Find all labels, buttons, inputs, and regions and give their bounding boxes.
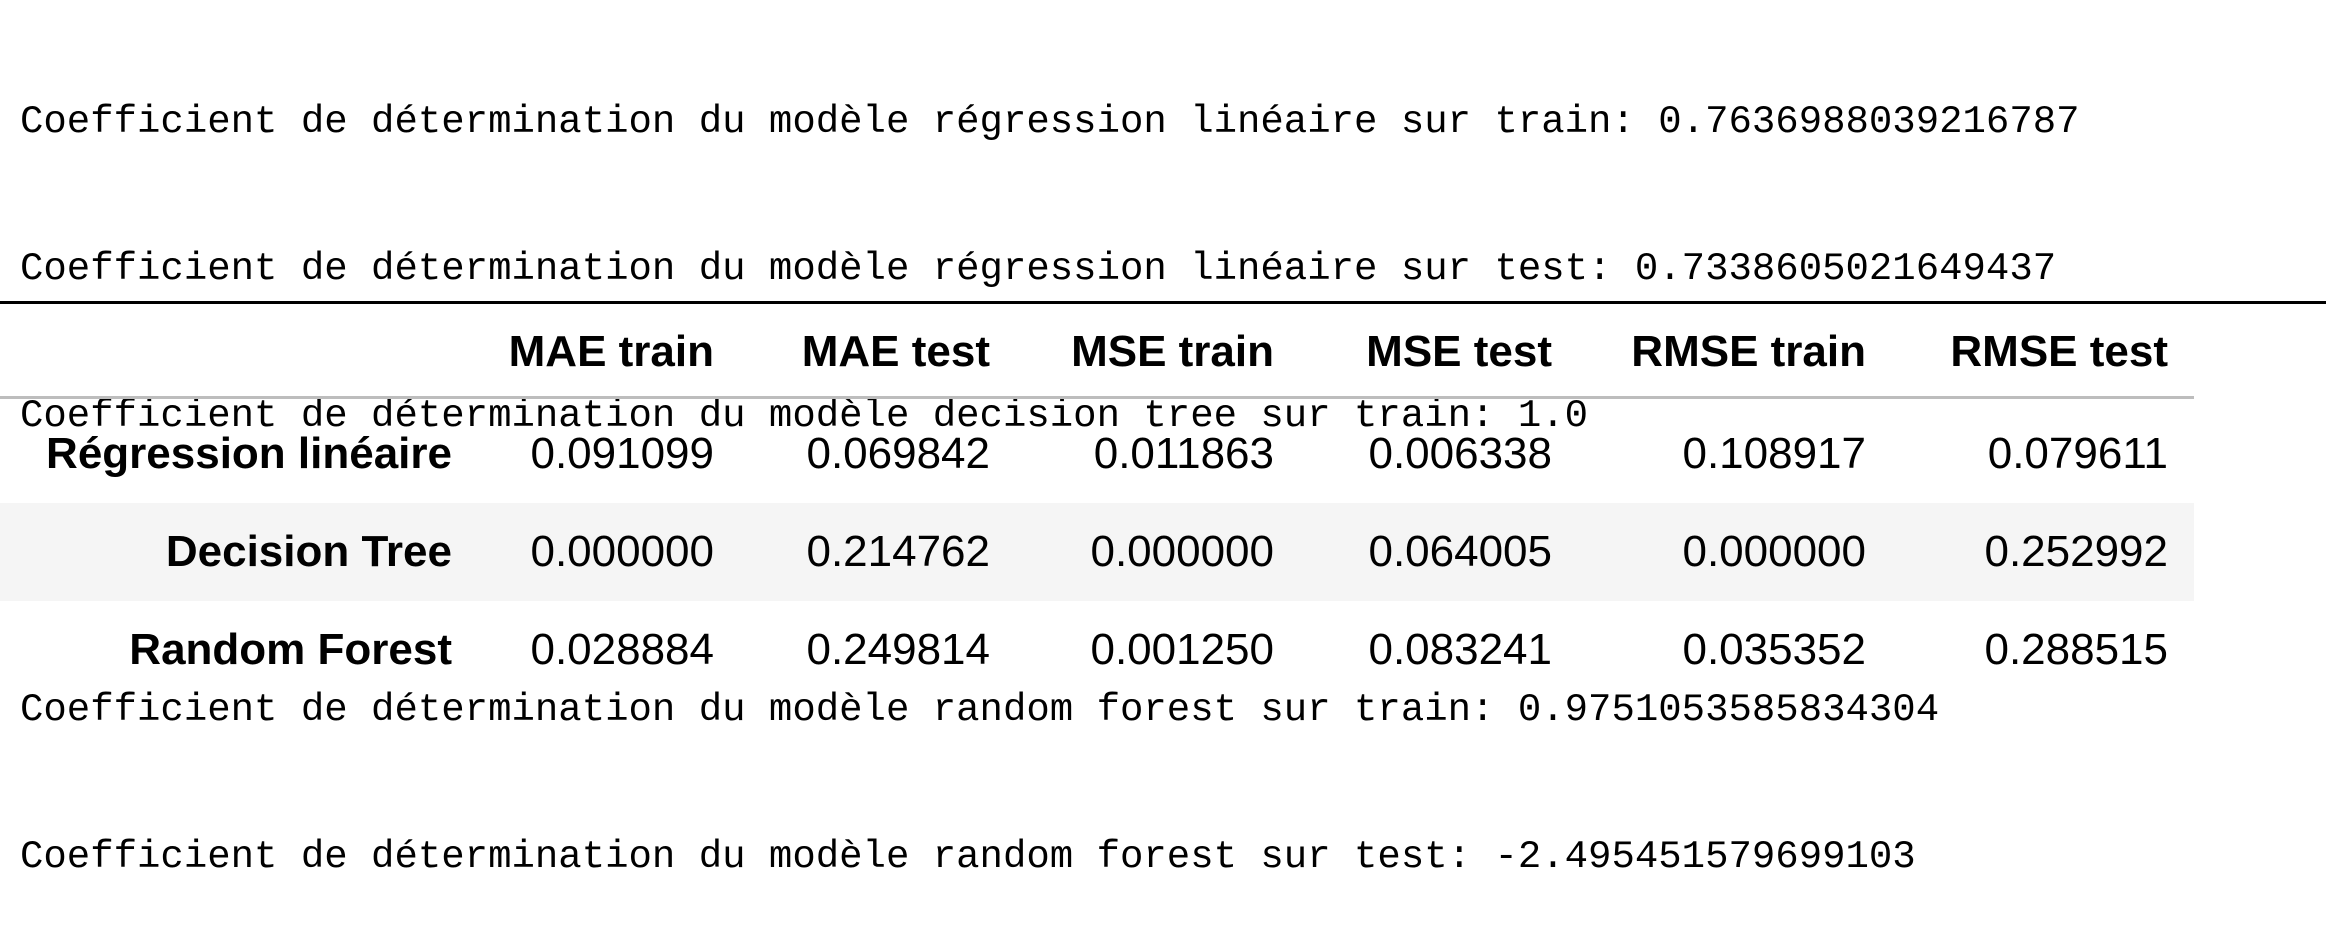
output-line: Coefficient de détermination du modèle d… [20, 394, 1589, 438]
table-cell: 0.000000 [530, 527, 714, 576]
column-header: RMSE test [1892, 304, 2194, 399]
table-header-row: MAE train MAE test MSE train MSE test RM… [0, 304, 2194, 399]
metrics-dataframe-table: MAE train MAE test MSE train MSE test RM… [0, 304, 2194, 699]
output-line: Coefficient de détermination du modèle r… [20, 247, 2057, 291]
table-cell: 0.079611 [1987, 429, 2168, 478]
table-cell: 0.000000 [1090, 527, 1274, 576]
row-label: Decision Tree [165, 527, 452, 576]
table-cell: 0.091099 [530, 429, 714, 478]
column-header: MSE test [1300, 304, 1578, 399]
table-cell: 0.028884 [530, 625, 714, 674]
table-cell: 0.249814 [806, 625, 990, 674]
table-cell: 0.108917 [1682, 429, 1866, 478]
row-label: Régression linéaire [46, 429, 452, 478]
table-cell: 0.252992 [1984, 527, 2168, 576]
table-cell: 0.288515 [1984, 625, 2168, 674]
table-cell: 0.006338 [1368, 429, 1552, 478]
table-cell: 0.011863 [1093, 429, 1274, 478]
table-cell: 0.064005 [1368, 527, 1552, 576]
table-cell: 0.001250 [1090, 625, 1274, 674]
output-line: Coefficient de détermination du modèle d… [20, 541, 1940, 585]
table-cell: 0.035352 [1682, 625, 1866, 674]
row-label: Random Forest [129, 625, 452, 674]
table-cell: 0.214762 [806, 527, 990, 576]
column-header: RMSE train [1578, 304, 1892, 399]
table-cell: 0.069842 [806, 429, 990, 478]
index-column-header [0, 304, 478, 399]
table-header: MAE train MAE test MSE train MSE test RM… [0, 304, 2194, 399]
table-row: Random Forest 0.028884 0.249814 0.001250… [0, 601, 2194, 699]
table-cell: 0.083241 [1368, 625, 1552, 674]
column-header: MSE train [1016, 304, 1300, 399]
table-body: Régression linéaire 0.091099 0.069842 0.… [0, 398, 2194, 700]
table-row: Régression linéaire 0.091099 0.069842 0.… [0, 398, 2194, 504]
output-line: Coefficient de détermination du modèle r… [20, 100, 2080, 144]
column-header: MAE train [478, 304, 740, 399]
table-row: Decision Tree 0.000000 0.214762 0.000000… [0, 503, 2194, 601]
output-divider [0, 301, 2326, 304]
output-line: Coefficient de détermination du modèle r… [20, 835, 1916, 879]
table-cell: 0.000000 [1682, 527, 1866, 576]
column-header: MAE test [740, 304, 1016, 399]
